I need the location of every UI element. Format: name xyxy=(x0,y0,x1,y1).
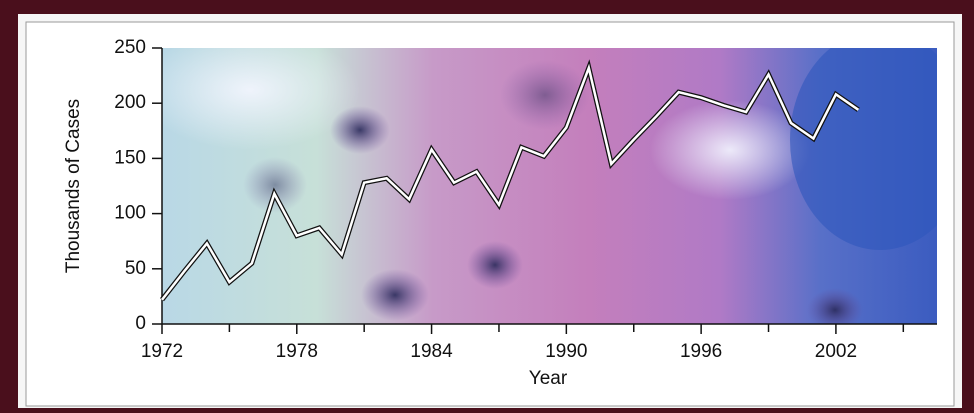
y-tick-label: 150 xyxy=(114,147,146,168)
background-image xyxy=(162,48,937,324)
x-axis-title: Year xyxy=(529,368,568,389)
x-tick-label: 1978 xyxy=(276,341,318,362)
y-tick-label: 200 xyxy=(114,92,146,113)
y-tick-label: 50 xyxy=(125,258,146,279)
y-axis-title: Thousands of Cases xyxy=(63,99,84,273)
line xyxy=(161,63,860,301)
x-tick-label: 1984 xyxy=(410,341,453,362)
x-tick-label: 1990 xyxy=(545,341,587,362)
x-tick-label: 1972 xyxy=(141,341,183,362)
x-tick-label: 2002 xyxy=(815,341,857,362)
y-tick-label: 100 xyxy=(114,203,146,224)
y-tick-label: 0 xyxy=(135,313,146,334)
y-tick-label: 250 xyxy=(114,37,146,58)
x-tick-label: 1996 xyxy=(680,341,722,362)
